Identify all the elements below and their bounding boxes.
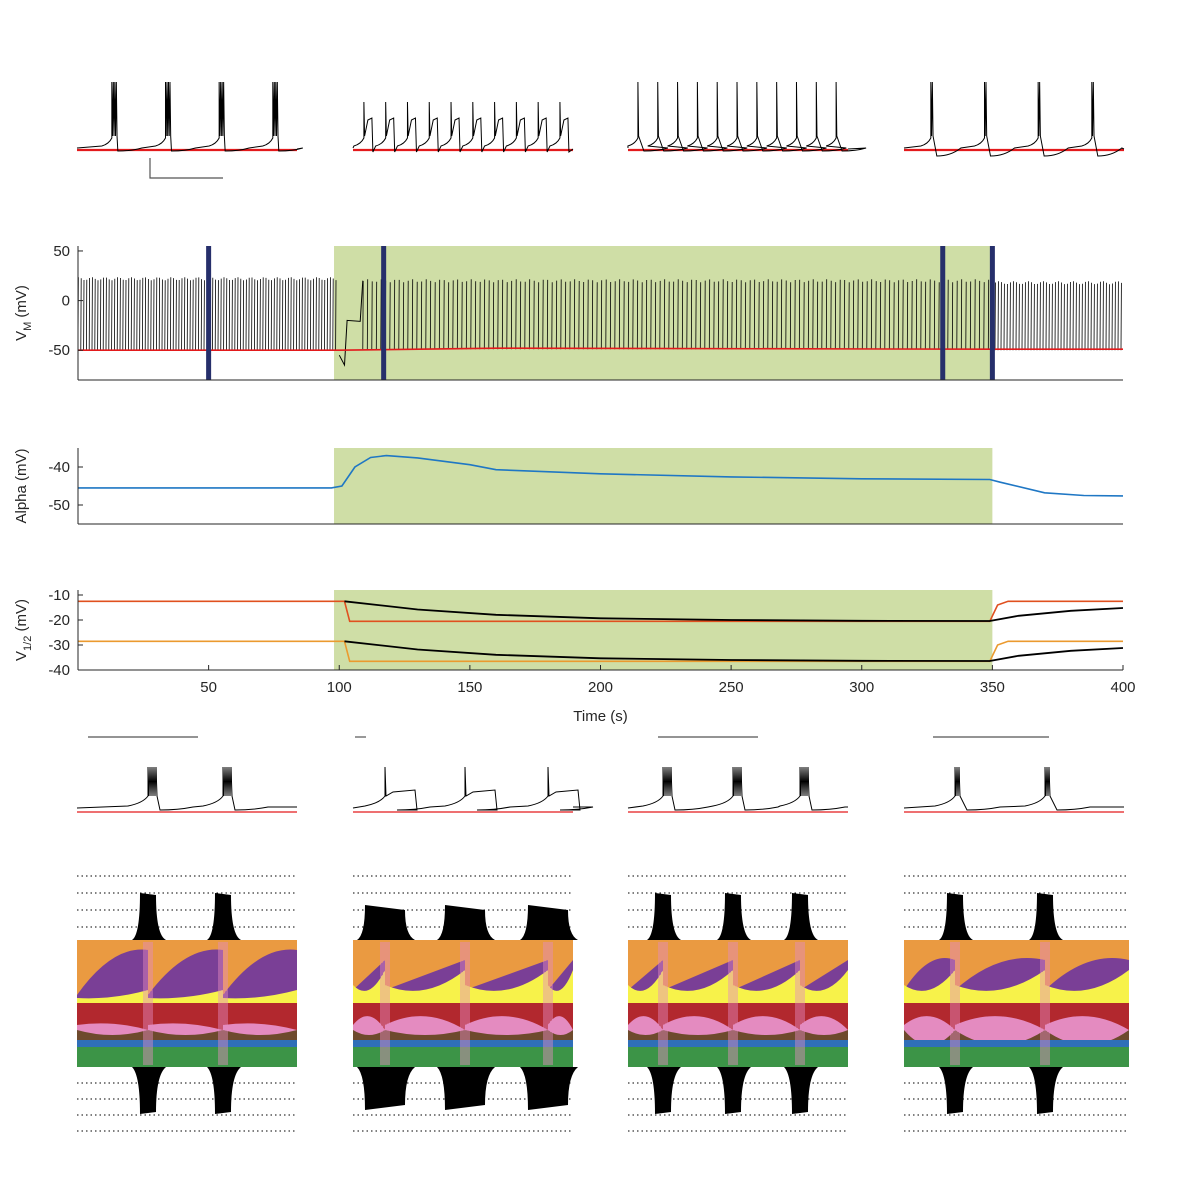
y-axis-label: VM (mV) xyxy=(13,285,34,341)
window-marker xyxy=(940,246,946,380)
share-panel xyxy=(904,875,1129,1132)
vm-chart: 50 0 -50 VM (mV) xyxy=(13,243,1123,381)
x-tick-label: 400 xyxy=(1110,679,1135,696)
zoom-trace xyxy=(903,81,1125,157)
scale-bar xyxy=(149,158,223,179)
inward-current-envelope xyxy=(132,893,241,940)
vhalf-chart: -10 -20 -30 -40 50 100 150 200 250 300 350 400 Time … xyxy=(13,587,1136,725)
share-band-green xyxy=(904,1047,1129,1067)
x-tick-label: 300 xyxy=(849,679,874,696)
inward-current-envelope xyxy=(939,893,1063,940)
share-band-green xyxy=(628,1047,848,1067)
bottom-zoom-traces xyxy=(76,766,1124,813)
x-tick-label: 200 xyxy=(588,679,613,696)
x-axis-label: Time (s) xyxy=(573,708,627,725)
y-tick-label: -20 xyxy=(48,612,70,629)
current-share-panels xyxy=(77,875,1129,1132)
x-tick-label: 100 xyxy=(327,679,352,696)
zoom-trace xyxy=(627,766,848,811)
inward-current-envelope xyxy=(647,893,818,940)
y-tick-label: -50 xyxy=(48,497,70,514)
shaded-interval xyxy=(334,590,993,670)
x-tick-label: 350 xyxy=(980,679,1005,696)
outward-current-envelope xyxy=(357,1067,578,1110)
zoom-trace xyxy=(76,766,297,811)
zoom-trace xyxy=(903,766,1124,811)
y-tick-label: -40 xyxy=(48,662,70,679)
top-zoom-traces xyxy=(76,81,1125,157)
window-marker xyxy=(381,246,387,380)
fit_upper-line xyxy=(344,600,1123,622)
outward-current-envelope xyxy=(647,1067,818,1114)
share-band-purple xyxy=(77,949,297,1003)
y-tick-label: -40 xyxy=(48,459,70,476)
y-tick-label: -50 xyxy=(48,342,70,359)
zoom-trace xyxy=(352,101,574,153)
zoom-trace xyxy=(627,81,867,152)
share-panel xyxy=(628,875,848,1132)
x-tick-label: 50 xyxy=(200,679,217,696)
y-tick-label: 50 xyxy=(53,243,70,260)
share-band-yellow xyxy=(904,970,1129,1003)
inward-current-envelope xyxy=(357,905,578,940)
share-panel xyxy=(353,875,578,1132)
x-tick-label: 150 xyxy=(457,679,482,696)
window-marker xyxy=(206,246,212,380)
alpha-line xyxy=(78,454,1123,497)
share-band-green xyxy=(77,1047,297,1067)
fit_lower-line xyxy=(344,640,1123,662)
y-axis-label: V1/2 (mV) xyxy=(13,599,34,661)
y-axis-label: Alpha (mV) xyxy=(13,448,30,523)
window-marker xyxy=(989,246,995,380)
x-tick-label: 250 xyxy=(719,679,744,696)
threshold-line xyxy=(78,347,1123,351)
y-tick-label: 0 xyxy=(62,293,70,310)
share-band-yellow xyxy=(628,970,848,1003)
y-tick-label: -30 xyxy=(48,637,70,654)
outward-current-envelope xyxy=(939,1067,1063,1114)
zoom-trace xyxy=(352,766,594,811)
outward-current-envelope xyxy=(132,1067,241,1114)
share-panel xyxy=(77,875,297,1132)
share-band-yellow xyxy=(77,990,297,1003)
alpha-chart: -40 -50 Alpha (mV) xyxy=(13,448,1123,525)
y-tick-label: -10 xyxy=(48,587,70,604)
vm-block-trace xyxy=(338,280,364,367)
zoom-trace xyxy=(76,81,303,152)
